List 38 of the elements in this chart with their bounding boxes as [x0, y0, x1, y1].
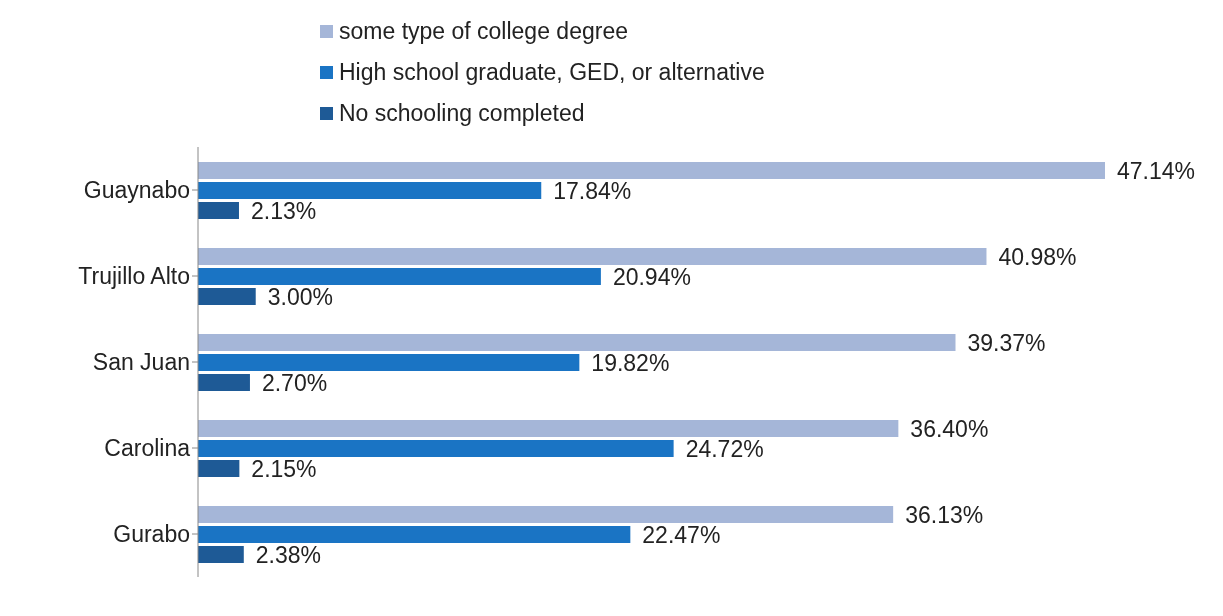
data-label: 2.38%	[255, 541, 322, 568]
bar	[198, 334, 956, 351]
data-label: 2.13%	[250, 197, 317, 224]
bar	[198, 420, 899, 437]
y-tick-label: Trujillo Alto	[78, 263, 190, 290]
data-label: 2.15%	[251, 455, 317, 482]
bar	[198, 162, 1105, 179]
data-label: 2.70%	[261, 369, 328, 396]
legend-label: some type of college degree	[339, 18, 628, 45]
bar	[198, 202, 239, 219]
data-label: 47.14%	[1117, 157, 1196, 184]
y-tick-label: Carolina	[104, 435, 191, 462]
bar	[198, 460, 240, 477]
bar	[198, 546, 244, 563]
bar	[198, 440, 674, 457]
y-tick-label: Gurabo	[113, 521, 190, 548]
data-label: 36.13%	[905, 501, 984, 528]
bar	[198, 248, 987, 265]
bar	[198, 268, 601, 285]
data-label: 24.72%	[685, 435, 764, 462]
data-label: 40.98%	[998, 243, 1077, 270]
bar	[198, 374, 250, 391]
legend-label: High school graduate, GED, or alternative	[339, 59, 765, 86]
bar	[198, 526, 631, 543]
bar	[198, 288, 256, 305]
bar	[198, 182, 542, 199]
data-label: 3.00%	[267, 283, 333, 310]
data-label: 36.40%	[910, 415, 989, 442]
bar	[198, 354, 580, 371]
data-label: 19.82%	[591, 349, 670, 376]
data-label: 17.84%	[553, 177, 632, 204]
data-label: 22.47%	[642, 521, 721, 548]
data-label: 20.94%	[612, 263, 691, 290]
y-tick-label: San Juan	[92, 349, 190, 376]
y-tick-label: Guaynabo	[83, 177, 190, 204]
legend-label: No schooling completed	[339, 100, 585, 127]
data-label: 39.37%	[967, 329, 1046, 356]
bar	[198, 506, 894, 523]
